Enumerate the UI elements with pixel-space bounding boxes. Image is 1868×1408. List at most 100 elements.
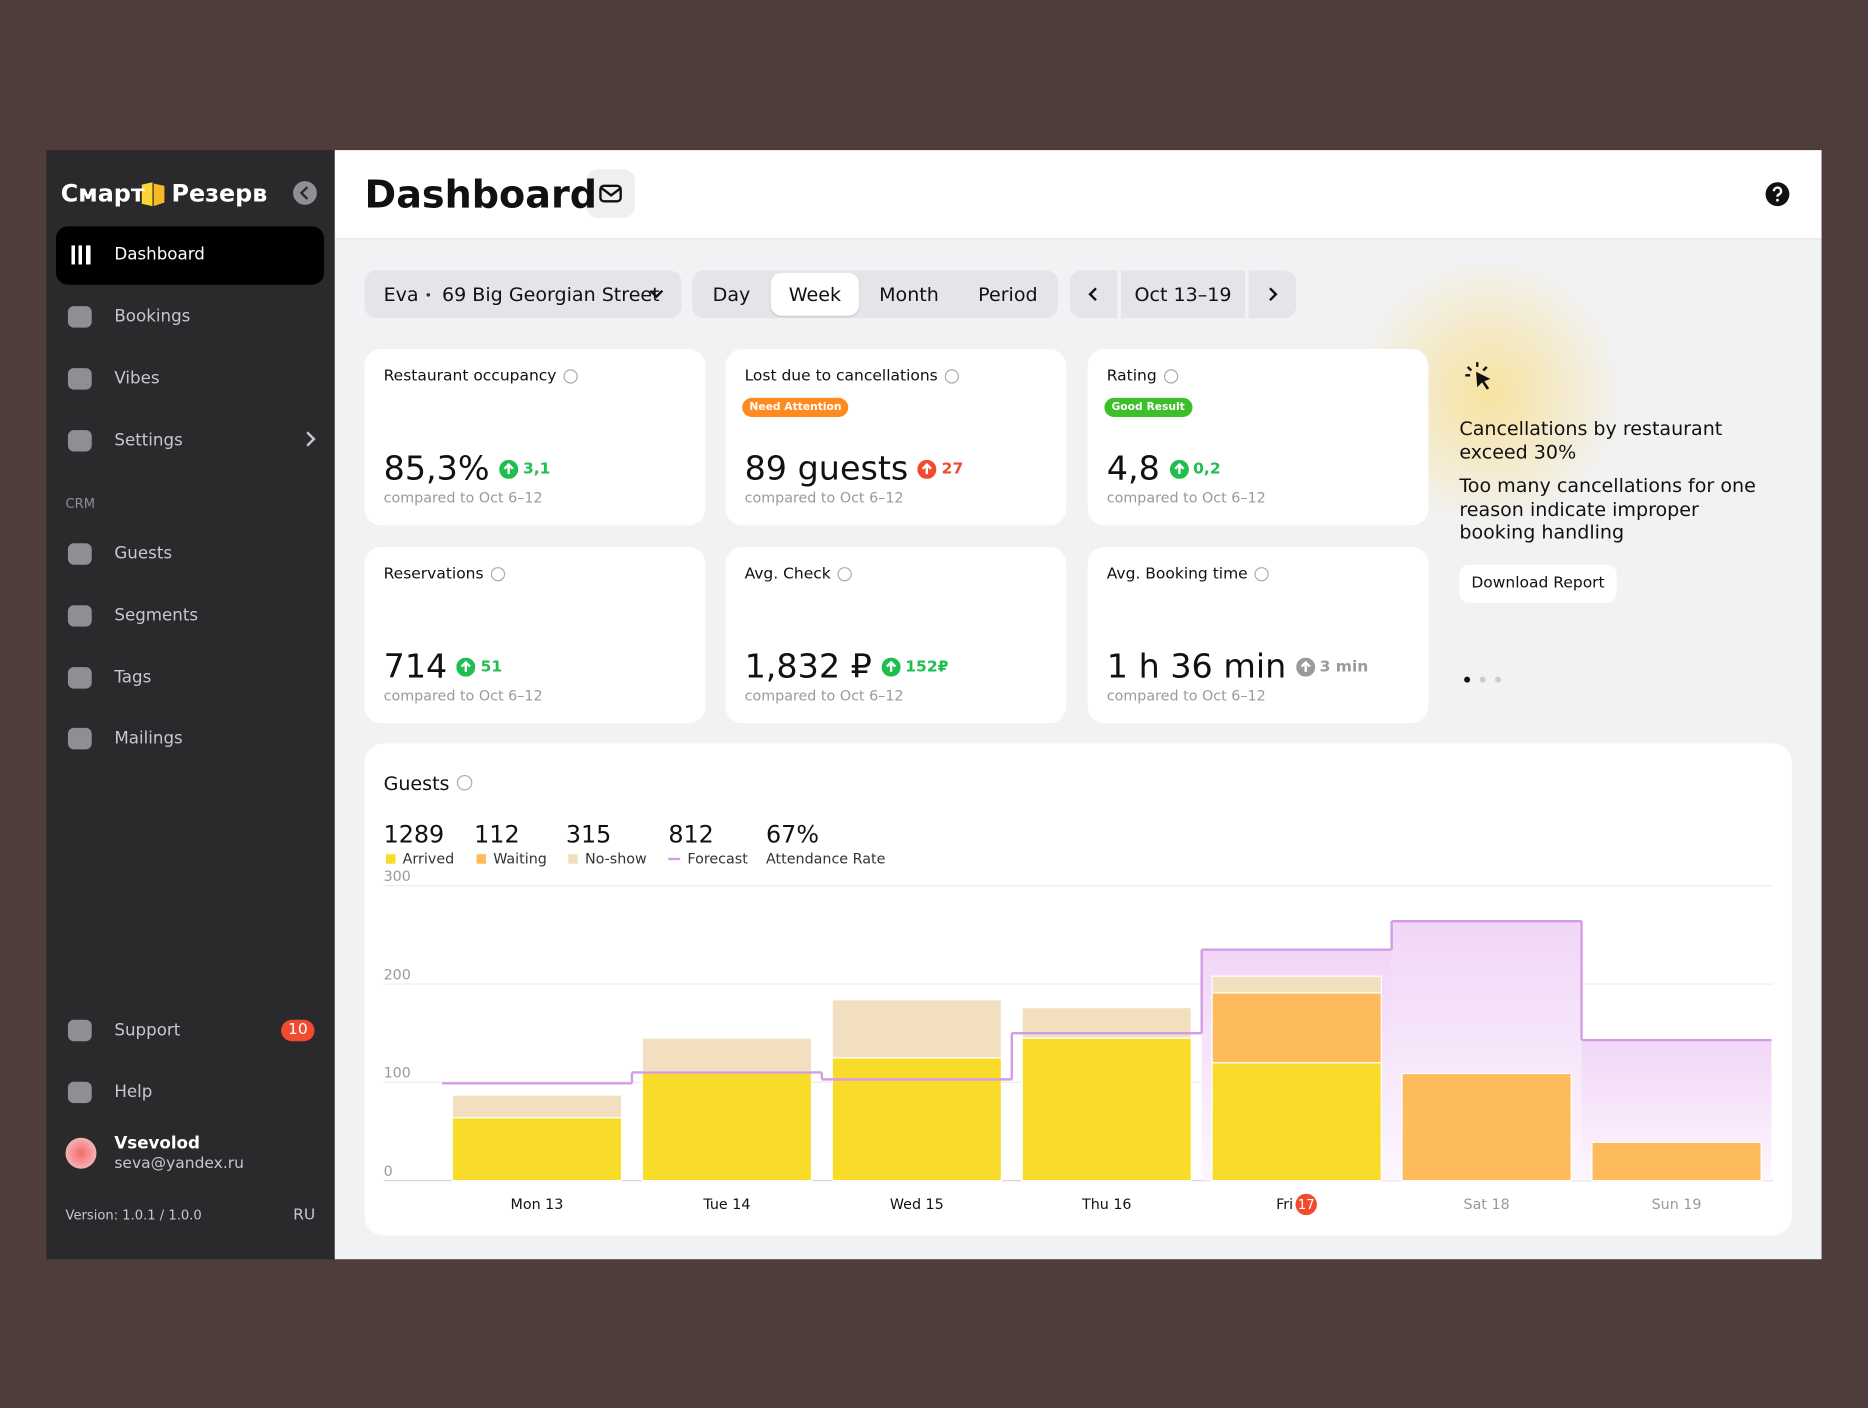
bar-segment <box>641 1037 813 1073</box>
delta-arrow <box>1295 657 1315 677</box>
sidebar <box>46 150 335 1260</box>
bar-segment <box>1021 1037 1192 1182</box>
legend-swatch <box>568 854 578 864</box>
version: Version: 1.0.1 / 1.0.0 <box>65 1207 202 1223</box>
card-title: Restaurant occupancy <box>383 367 557 386</box>
card-value: 4,8 <box>1106 448 1160 488</box>
y-tick-label: 200 <box>384 967 411 983</box>
slide-dot[interactable] <box>1464 676 1471 683</box>
logo-right: Резерв <box>171 178 268 208</box>
x-tick-label: Thu 16 <box>1081 1197 1132 1213</box>
nav-item[interactable]: Settings <box>114 431 183 451</box>
x-tick-label: Wed 15 <box>890 1197 944 1213</box>
bar-segment <box>1591 1141 1762 1182</box>
legend-label: Forecast <box>687 852 748 868</box>
promo-title: Cancellations by restaurant exceed 30% <box>1459 416 1723 464</box>
venue-dropdown[interactable] <box>364 270 682 319</box>
nav-icon <box>67 306 92 328</box>
stat-value: 67% <box>766 820 819 848</box>
mail-icon <box>599 184 622 203</box>
logo-left: Смарт <box>60 178 145 208</box>
today-label: 17 <box>1298 1198 1315 1213</box>
card-compare: compared to Oct 6–12 <box>1106 687 1266 705</box>
support-icon <box>67 1019 92 1042</box>
address[interactable]: 69 Big Georgian Street <box>441 282 660 306</box>
delta-arrow <box>1169 459 1189 479</box>
prev-button[interactable] <box>1069 270 1118 319</box>
nav-icon <box>67 727 92 750</box>
period-option[interactable]: Day <box>712 282 751 306</box>
collapse-button[interactable] <box>292 180 318 206</box>
nav-icon <box>67 543 92 565</box>
stat-value: 1289 <box>384 820 445 848</box>
active-nav-bg <box>55 226 325 285</box>
nav-icon <box>71 245 91 265</box>
nav-item[interactable]: Guests <box>114 544 173 564</box>
card-compare: compared to Oct 6–12 <box>383 489 543 507</box>
next-icon <box>1269 287 1278 302</box>
nav-icon <box>67 667 92 689</box>
separator-dot <box>426 293 431 297</box>
slide-dot[interactable] <box>1479 676 1486 683</box>
section-label: CRM <box>65 496 96 512</box>
support[interactable]: Support <box>114 1020 181 1041</box>
info-icon <box>563 369 578 384</box>
card-value: 89 guests <box>744 448 909 488</box>
card-title: Rating <box>1106 367 1157 386</box>
bar-segment <box>831 1057 1002 1182</box>
card-compare: compared to Oct 6–12 <box>1106 489 1266 507</box>
nav-item[interactable]: Mailings <box>114 729 183 749</box>
nav-item[interactable]: Vibes <box>114 369 160 389</box>
header-bar <box>334 150 1822 240</box>
period-option[interactable]: Week <box>788 282 841 306</box>
delta-arrow <box>881 657 901 677</box>
page-title: Dashboard <box>364 171 598 217</box>
bar-segment <box>1401 1072 1572 1182</box>
nav-item[interactable]: Segments <box>114 606 199 626</box>
user-email: seva@yandex.ru <box>114 1154 244 1173</box>
bar-segment <box>451 1117 623 1182</box>
promo-text: Too many cancellations for one reason in… <box>1459 474 1756 544</box>
avatar <box>65 1137 97 1169</box>
bar-segment <box>1211 975 1382 994</box>
help-icon[interactable] <box>1764 181 1790 207</box>
venue[interactable]: Eva <box>383 282 419 306</box>
delta-arrow <box>456 657 476 677</box>
y-tick-label: 0 <box>384 1164 393 1180</box>
bar-segment <box>1211 1062 1382 1182</box>
prev-icon <box>1088 287 1097 302</box>
slide-dot[interactable] <box>1495 676 1502 683</box>
kpi-card <box>725 349 1067 526</box>
info-icon <box>490 567 506 582</box>
support-badge: 10 <box>281 1019 315 1042</box>
x-tick-label: Mon 13 <box>511 1197 564 1213</box>
promo-button[interactable]: Download Report <box>1459 564 1617 603</box>
nav-item[interactable]: Dashboard <box>114 245 205 265</box>
card-delta: 0,2 <box>1193 460 1221 479</box>
bar-segment <box>451 1094 623 1119</box>
kpi-card <box>1087 349 1429 526</box>
bar-segment <box>831 999 1002 1059</box>
x-tick-label: Sat 18 <box>1464 1197 1510 1213</box>
language[interactable]: RU <box>293 1206 316 1225</box>
logo-icon <box>141 182 165 207</box>
date-range: Oct 13–19 <box>1134 282 1232 306</box>
help[interactable]: Help <box>114 1082 153 1102</box>
bar-segment <box>641 1070 813 1182</box>
card-value: 1 h 36 min <box>1106 646 1287 686</box>
nav-item[interactable]: Bookings <box>114 307 191 327</box>
delta-arrow <box>499 459 519 479</box>
period-option[interactable]: Month <box>879 282 939 306</box>
bar-segment <box>1211 992 1382 1064</box>
next-button[interactable] <box>1248 270 1297 319</box>
card-title: Avg. Booking time <box>1106 565 1248 584</box>
card-title: Avg. Check <box>744 565 831 584</box>
nav-item[interactable]: Tags <box>114 668 152 688</box>
period-option[interactable]: Period <box>978 282 1038 306</box>
today-badge <box>1295 1193 1317 1216</box>
card-delta: 3 min <box>1319 658 1369 677</box>
date-box <box>1121 270 1245 319</box>
help-icon <box>67 1081 92 1104</box>
